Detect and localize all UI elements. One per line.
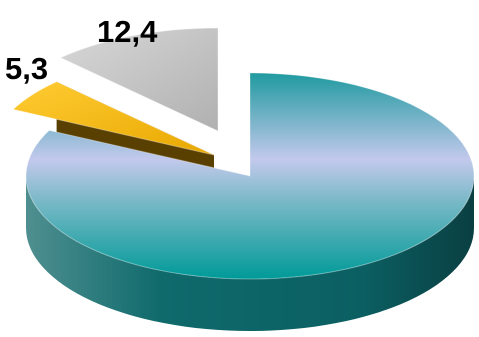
pie-top-layer	[12, 27, 475, 280]
slice-main	[25, 72, 475, 280]
data-label-2: 12,4	[97, 14, 158, 49]
slice-5-3	[12, 81, 215, 156]
data-labels: 5,3 12,4	[5, 14, 158, 86]
slice-main-rim	[26, 176, 474, 331]
slice-12-4	[59, 27, 219, 132]
data-label-1: 5,3	[5, 51, 48, 86]
